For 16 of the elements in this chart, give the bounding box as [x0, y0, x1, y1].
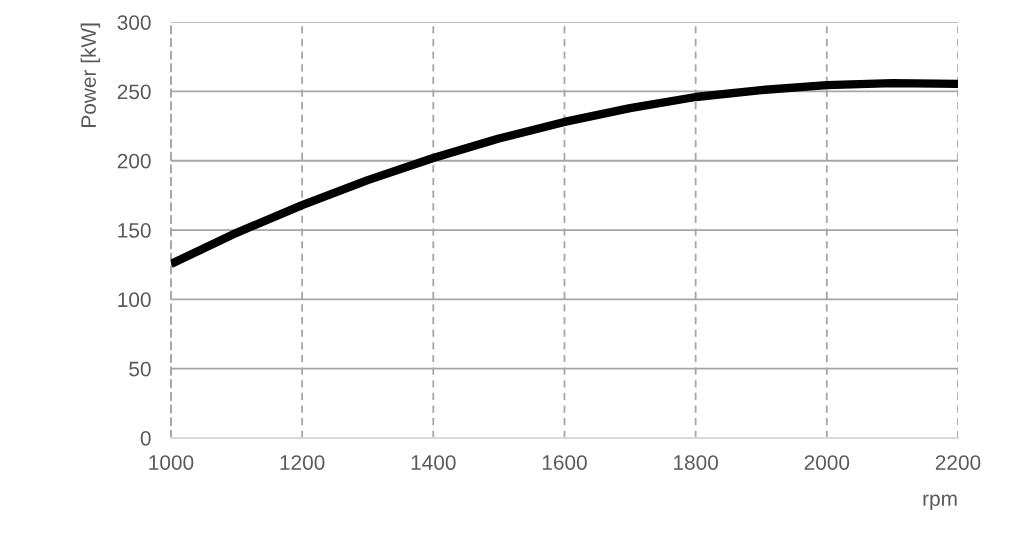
y-tick-label: 250 — [117, 84, 151, 100]
y-axis-title: Power [kW] — [80, 23, 101, 127]
y-tick-label: 200 — [117, 153, 151, 169]
y-tick-label: 150 — [118, 223, 151, 238]
y-tick-label: 50 — [129, 361, 151, 377]
x-axis-title: rpm — [923, 494, 957, 511]
x-tick-label: 2000 — [804, 455, 850, 470]
x-tick-label: 2200 — [935, 455, 981, 470]
x-tick-label: 1200 — [280, 455, 325, 470]
x-tick-label: 1800 — [674, 455, 718, 470]
y-tick-label: 100 — [118, 292, 151, 308]
y-tick-label: 300 — [117, 15, 151, 30]
y-tick-label: 0 — [140, 430, 151, 446]
x-tick-label: 1000 — [149, 455, 194, 470]
x-tick-label: 1400 — [411, 455, 456, 470]
x-tick-label: 1600 — [542, 455, 587, 470]
